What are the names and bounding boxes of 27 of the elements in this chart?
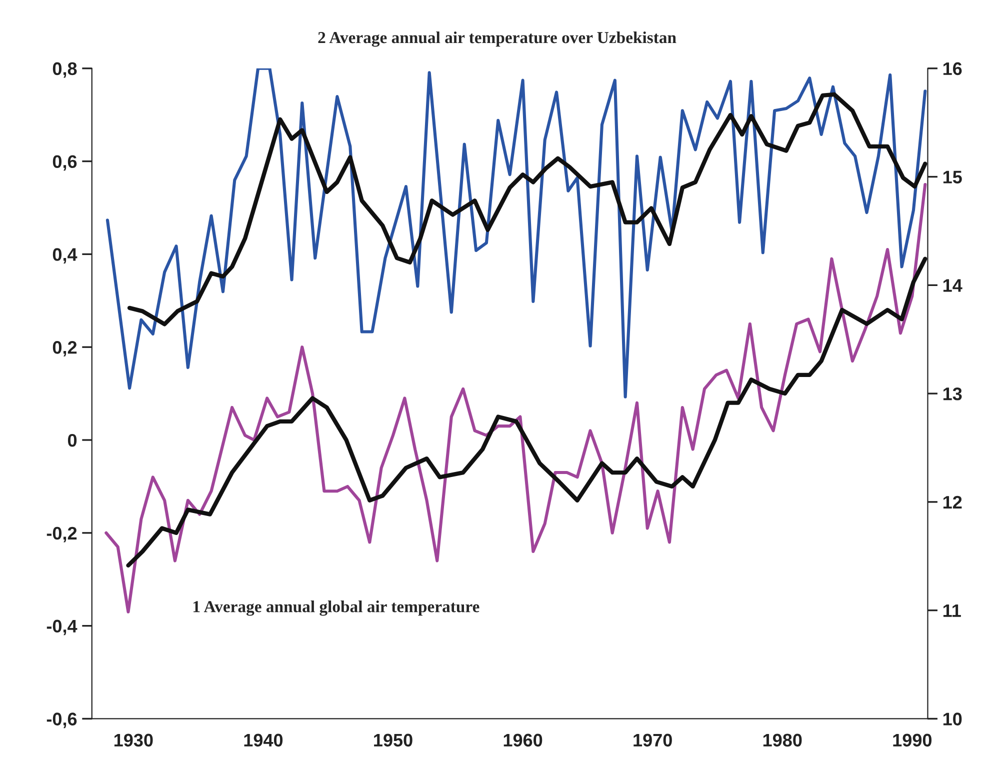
y2-tick-label: 14: [943, 279, 962, 292]
y2-tick-label: 15: [943, 170, 962, 184]
y-tick-label: 0,6: [52, 155, 77, 171]
x-tick-label: 1940: [244, 734, 283, 747]
y-tick-label: 0,2: [52, 341, 77, 356]
line-series: [127, 92, 928, 326]
y2-tick-label: 13: [943, 387, 962, 400]
x-tick-label: 1950: [374, 734, 412, 747]
y2-tick-label: 12: [943, 496, 962, 508]
x-tick-label: 1980: [763, 734, 802, 747]
line-series: [126, 256, 928, 568]
text: 2 Average annual air temperature over Uzbekistan: [318, 31, 676, 47]
y2-tick-label: 16: [943, 62, 962, 76]
x-tick-label: 1930: [114, 734, 153, 747]
y-tick-label: -0,4: [46, 620, 78, 636]
y-tick-label: 0,4: [52, 248, 78, 264]
y2-tick-label: 11: [943, 604, 961, 617]
x-tick-label: 1990: [893, 734, 932, 747]
y-tick-label: 0,8: [52, 62, 77, 78]
y-tick-label: -0,6: [46, 712, 77, 728]
line-series: [106, 68, 927, 398]
x-tick-label: 1960: [504, 734, 542, 747]
x-tick-label: 1970: [634, 734, 672, 747]
annotation: 1 Average annual global air temperature: [194, 600, 480, 616]
y2-tick-label: 10: [943, 712, 962, 726]
y-tick-label: 0: [68, 434, 77, 447]
y-tick-label: -0,2: [46, 526, 77, 542]
